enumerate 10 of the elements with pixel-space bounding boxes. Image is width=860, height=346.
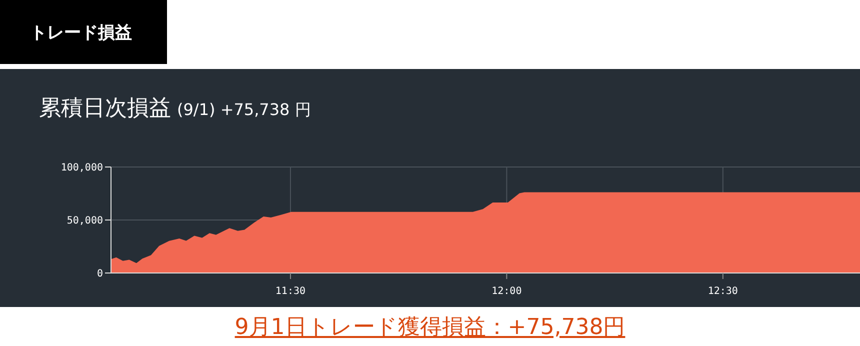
y-tick-label: 100,000 [60, 162, 103, 174]
text: 9月1日トレード獲得損益：+75,738円 [234, 314, 626, 342]
x-tick-label: 11:30 [275, 286, 306, 298]
y-tick-label: 50,000 [66, 216, 103, 227]
chart-subtitle: (9/1) +75,738 円 [177, 100, 311, 119]
chart-title: 累積日次損益 [39, 96, 171, 121]
y-tick-label: 0 [96, 268, 103, 280]
x-tick-label: 12:00 [492, 286, 522, 298]
x-tick-label: 12:30 [708, 286, 738, 298]
text: トレード損益 [0, 0, 167, 64]
